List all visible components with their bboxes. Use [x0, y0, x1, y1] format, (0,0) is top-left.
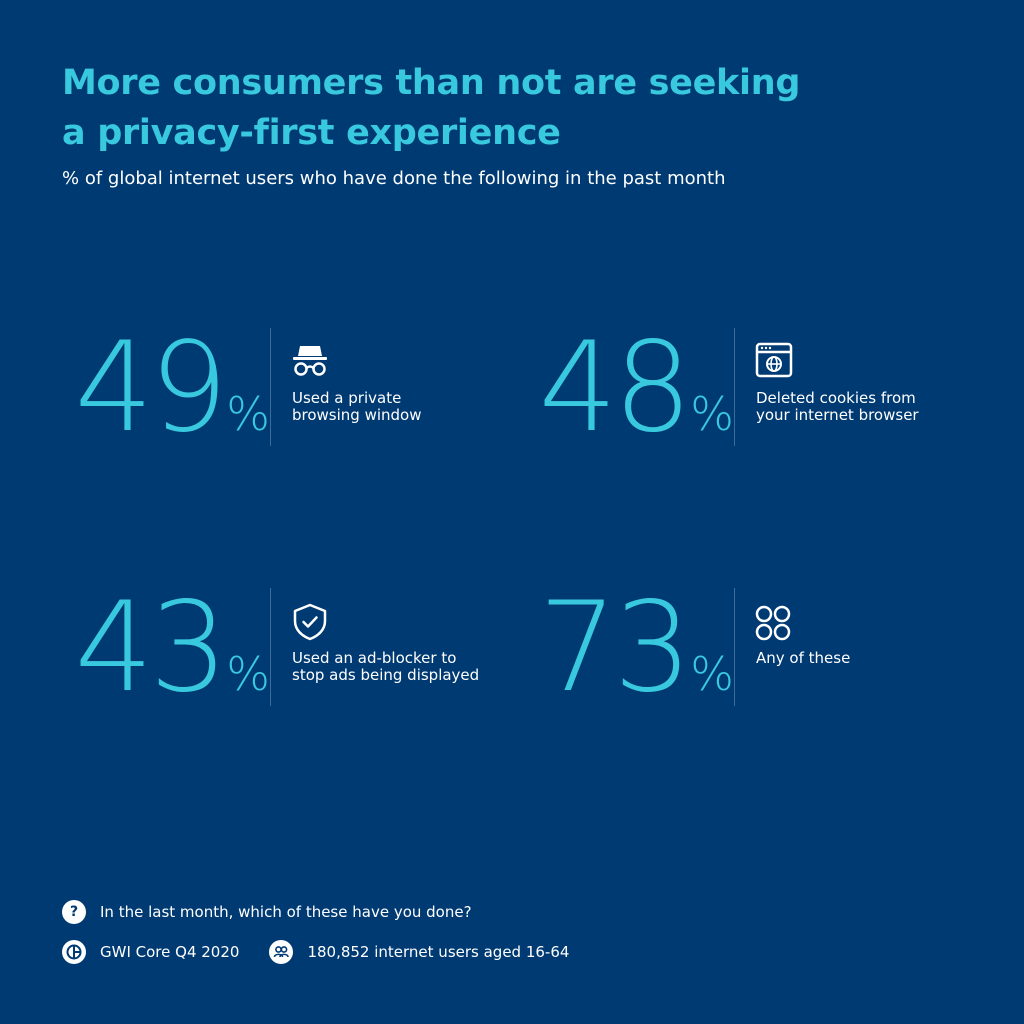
stat-private-browsing: 49 % Used a private browsing window [0, 316, 421, 460]
footer-source-row: GWI Core Q4 2020 180,852 internet users … [62, 940, 569, 964]
stat-label-line: browsing window [292, 406, 422, 424]
footer-sample: 180,852 internet users aged 16-64 [307, 943, 570, 961]
stat-label-line: Used a private [292, 389, 402, 407]
four-circles-icon [755, 605, 791, 641]
stat-number: 73 [538, 576, 692, 720]
stat-value: 48 % [538, 316, 734, 460]
stat-value: 43 % [74, 576, 270, 720]
stat-deleted-cookies: 48 % Deleted cookies from your internet … [464, 316, 918, 460]
stat-ad-blocker: 43 % Used an ad-blocker to stop ads bein… [0, 576, 479, 720]
stat-divider [270, 588, 271, 706]
stat-label-line: stop ads being displayed [292, 666, 480, 684]
title-line-1: More consumers than not are seeking [62, 63, 801, 103]
stat-label-line: Deleted cookies from [756, 389, 916, 407]
stat-label-line: Any of these [756, 649, 851, 667]
stat-number: 43 [74, 576, 228, 720]
shield-check-icon [293, 603, 327, 641]
percent-sign: % [226, 387, 270, 441]
stat-divider [734, 328, 735, 446]
percent-sign: % [226, 647, 270, 701]
question-icon: ? [62, 900, 86, 924]
percent-sign: % [690, 387, 734, 441]
stat-number: 48 [538, 316, 692, 460]
stat-value: 49 % [74, 316, 270, 460]
footer-question: In the last month, which of these have y… [100, 903, 472, 921]
stat-label: Used an ad-blocker to stop ads being dis… [292, 650, 512, 684]
stat-label: Deleted cookies from your internet brows… [756, 390, 976, 424]
page-title: More consumers than not are seeking a pr… [62, 58, 922, 158]
percent-sign: % [690, 647, 734, 701]
incognito-icon [293, 346, 327, 376]
stat-label: Any of these [756, 650, 976, 667]
stat-value: 73 % [538, 576, 734, 720]
stat-any-of-these: 73 % Any of these [464, 576, 884, 720]
stat-number: 49 [74, 316, 228, 460]
stat-divider [270, 328, 271, 446]
stat-label-line: your internet browser [756, 406, 919, 424]
title-line-2: a privacy-first experience [62, 113, 561, 153]
browser-globe-icon [755, 342, 793, 378]
stat-label: Used a private browsing window [292, 390, 512, 424]
stat-divider [734, 588, 735, 706]
page-subtitle: % of global internet users who have done… [62, 168, 726, 189]
footer-question-row: ? In the last month, which of these have… [62, 900, 472, 924]
gwi-logo-icon [62, 940, 86, 964]
users-icon [269, 940, 294, 964]
footer-source: GWI Core Q4 2020 [100, 943, 240, 961]
stat-label-line: Used an ad-blocker to [292, 649, 457, 667]
